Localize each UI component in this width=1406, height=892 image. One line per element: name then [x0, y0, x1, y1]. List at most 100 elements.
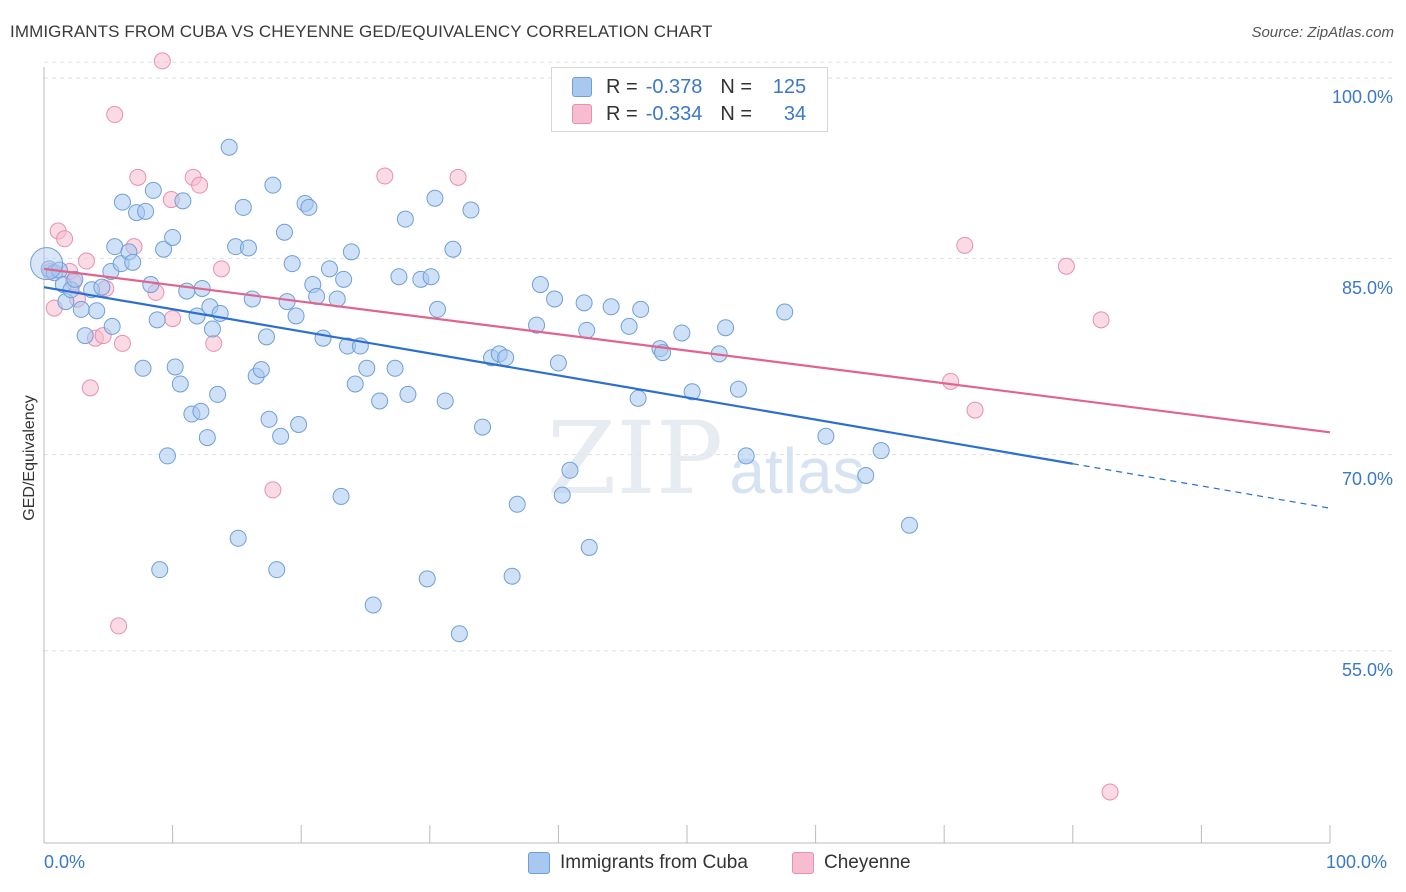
cheyenne-point: [113, 334, 131, 352]
cuba-point: [272, 427, 290, 445]
cuba-point: [422, 268, 440, 286]
cuba-point: [287, 307, 305, 325]
cuba-point: [155, 240, 173, 258]
cuba-point: [729, 380, 747, 398]
cuba-point: [346, 375, 364, 393]
cuba-point: [268, 561, 286, 579]
cuba-point: [580, 538, 598, 556]
cuba-point: [717, 319, 735, 337]
cuba-point: [220, 138, 238, 156]
cuba-point: [497, 349, 515, 367]
cuba-point: [30, 247, 64, 281]
watermark-atlas: atlas: [729, 435, 864, 507]
cuba-point: [817, 427, 835, 445]
cheyenne-point: [1101, 783, 1119, 801]
cuba-point: [164, 228, 182, 246]
cuba-point: [549, 354, 567, 372]
cuba-point: [203, 320, 221, 338]
cuba-point: [192, 402, 210, 420]
cuba-point: [290, 415, 308, 433]
cuba-point: [399, 385, 417, 403]
cuba-point: [462, 201, 480, 219]
cuba-point: [335, 270, 353, 288]
legend-r-value: -0.378: [645, 75, 703, 98]
cuba-point: [171, 375, 189, 393]
cuba-point: [174, 192, 192, 210]
cuba-point: [602, 298, 620, 316]
legend-row-cuba: R = -0.378 N = 125: [572, 74, 806, 100]
cuba-point: [553, 486, 571, 504]
source-credit: Source: ZipAtlas.com: [1251, 24, 1394, 41]
cuba-point: [390, 268, 408, 286]
cuba-point: [364, 596, 382, 614]
legend-n-value: 34: [783, 102, 807, 125]
cuba-point: [66, 270, 84, 288]
cheyenne-point: [164, 310, 182, 328]
cheyenne-point: [205, 334, 223, 352]
y-tick-label-100: 100.0%: [1331, 87, 1393, 107]
cuba-point: [144, 181, 162, 199]
cuba-point: [629, 389, 647, 407]
cheyenne-point: [956, 236, 974, 254]
cuba-point: [243, 290, 261, 308]
cuba-trend-line: [43, 286, 1073, 465]
cuba-point: [252, 361, 270, 379]
cheyenne-point: [81, 379, 99, 397]
cuba-point: [508, 495, 526, 513]
legend-r-value: -0.334: [645, 102, 703, 125]
cuba-point: [332, 487, 350, 505]
y-tick-label-70: 70.0%: [1341, 469, 1393, 489]
cuba-point: [113, 193, 131, 211]
cuba-point: [239, 239, 257, 257]
chart-title: IMMIGRANTS FROM CUBA VS CHEYENNE GED/EQU…: [10, 22, 713, 41]
cuba-point: [632, 300, 650, 318]
cuba-point: [900, 516, 918, 534]
legend-r-label: R =: [606, 75, 638, 98]
cuba-point: [166, 358, 184, 376]
cheyenne-trend-line: [43, 267, 1331, 434]
cuba-point: [776, 303, 794, 321]
cuba-point: [444, 240, 462, 258]
legend-n-value: 125: [772, 75, 807, 98]
cuba-point: [148, 311, 166, 329]
cuba-point: [503, 567, 521, 585]
cuba-point: [371, 392, 389, 410]
cheyenne-point: [77, 252, 95, 270]
legend-label-cuba: Immigrants from Cuba: [560, 852, 748, 873]
cuba-point: [546, 290, 564, 308]
x-tick-label-max: 100.0%: [1326, 852, 1388, 872]
cuba-point: [93, 278, 111, 296]
cuba-point: [396, 210, 414, 228]
cuba-point: [260, 410, 278, 428]
cuba-point: [106, 238, 124, 256]
legend-row-cheyenne: R = -0.334 N = 34: [572, 101, 806, 127]
cuba-point: [737, 447, 755, 465]
watermark-zip: ZIP: [547, 400, 723, 517]
cuba-point: [528, 316, 546, 334]
cheyenne-point: [153, 52, 171, 70]
legend-swatch-cuba: [528, 852, 550, 874]
cuba-point: [76, 327, 94, 345]
cuba-point: [229, 529, 247, 547]
cheyenne-point: [966, 401, 984, 419]
legend-item-cuba: Immigrants from Cuba: [528, 852, 748, 874]
series-cuba-points: [30, 138, 918, 643]
cuba-point: [561, 461, 579, 479]
series-legend: Immigrants from Cuba Cheyenne: [0, 852, 1406, 878]
cuba-point: [426, 189, 444, 207]
cuba-point: [620, 317, 638, 335]
axes: [43, 67, 1331, 844]
x-tick-label-min: 0.0%: [44, 852, 86, 872]
cuba-point: [275, 223, 293, 241]
cuba-point: [283, 255, 301, 273]
cuba-point: [578, 321, 596, 339]
cuba-point: [575, 294, 593, 312]
cuba-point: [264, 176, 282, 194]
cuba-point: [137, 202, 155, 220]
legend-swatch-cheyenne: [572, 104, 592, 124]
cuba-trend-extension: [1072, 463, 1331, 509]
cheyenne-point: [56, 230, 74, 248]
cheyenne-point: [129, 168, 147, 186]
cuba-point: [857, 467, 875, 485]
